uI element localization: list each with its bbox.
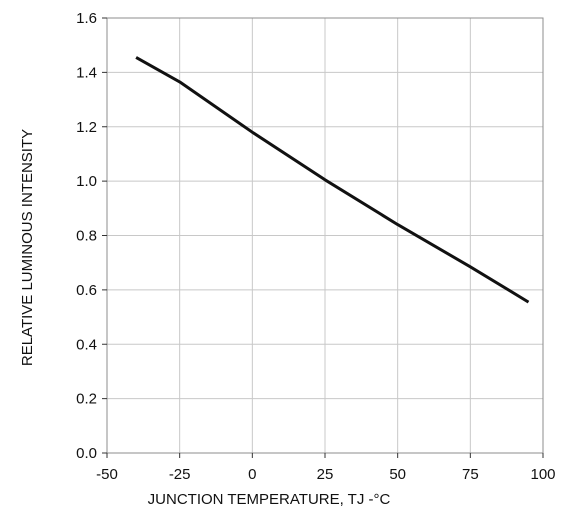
x-tick-label: 50 [389,466,406,483]
x-axis-title: JUNCTION TEMPERATURE, TJ -°C [148,491,391,508]
y-axis-title: RELATIVE LUMINOUS INTENSITY [19,129,36,366]
y-tick-label: 0.0 [76,445,97,462]
y-tick-label: 1.6 [76,10,97,27]
x-tick-label: 25 [317,466,334,483]
y-tick-label: 0.2 [76,391,97,408]
y-tick-label: 1.0 [76,173,97,190]
x-tick-label: -50 [96,466,118,483]
x-axis-ticks: -50 -25 0 25 50 75 100 [96,453,556,483]
grid-lines [107,18,543,453]
x-tick-label: -25 [169,466,191,483]
x-tick-label: 0 [248,466,256,483]
y-tick-label: 0.8 [76,228,97,245]
y-tick-label: 0.4 [76,336,97,353]
y-tick-label: 1.4 [76,64,97,81]
y-tick-label: 1.2 [76,119,97,136]
y-axis-ticks: 0.0 0.2 0.4 0.6 0.8 1.0 1.2 1.4 1.6 [76,10,107,462]
x-tick-label: 75 [462,466,479,483]
x-tick-label: 100 [530,466,555,483]
y-tick-label: 0.6 [76,282,97,299]
series-line [135,56,530,304]
series-layer [135,56,530,304]
